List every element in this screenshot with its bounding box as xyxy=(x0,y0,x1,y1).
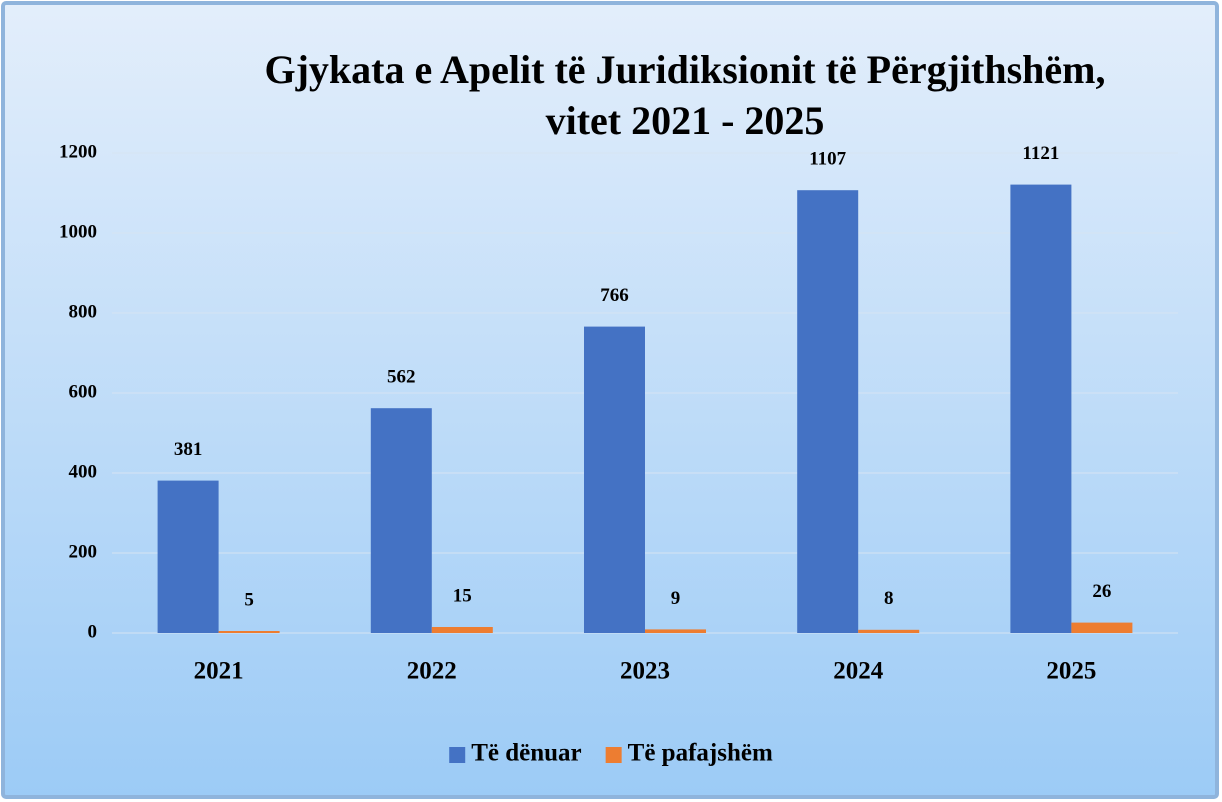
data-label: 15 xyxy=(453,585,472,606)
data-label: 1107 xyxy=(809,149,846,170)
y-tick-label: 200 xyxy=(69,541,98,562)
bar xyxy=(1010,184,1072,633)
data-label: 5 xyxy=(244,589,254,610)
y-tick-label: 1000 xyxy=(59,221,97,242)
x-tick-label: 2024 xyxy=(833,658,884,685)
bar xyxy=(858,629,920,633)
x-tick-label: 2021 xyxy=(194,658,244,685)
chart-title: vitet 2021 - 2025 xyxy=(546,98,825,143)
data-label: 9 xyxy=(671,588,681,609)
chart-title: Gjykata e Apelit të Juridiksionit të Për… xyxy=(264,47,1105,92)
data-label: 8 xyxy=(884,588,894,609)
bar xyxy=(797,190,859,633)
y-tick-label: 0 xyxy=(88,621,98,642)
y-tick-label: 1200 xyxy=(59,141,97,162)
data-label: 26 xyxy=(1092,581,1111,602)
legend-label: Të pafajshëm xyxy=(628,740,773,767)
bar xyxy=(218,631,280,633)
legend-swatch xyxy=(449,747,466,763)
data-label: 1121 xyxy=(1022,143,1059,164)
bar xyxy=(370,408,432,633)
y-tick-label: 600 xyxy=(69,381,98,402)
bar xyxy=(1071,622,1133,633)
y-tick-label: 400 xyxy=(69,461,98,482)
bar xyxy=(584,326,645,633)
x-tick-label: 2025 xyxy=(1046,658,1096,685)
bar xyxy=(157,480,219,633)
legend-swatch xyxy=(605,747,622,763)
bar xyxy=(431,627,493,633)
x-tick-label: 2022 xyxy=(407,658,457,685)
bar xyxy=(645,629,706,633)
data-label: 766 xyxy=(600,285,629,306)
data-label: 562 xyxy=(387,367,416,388)
data-label: 381 xyxy=(174,439,203,460)
y-tick-label: 800 xyxy=(69,301,98,322)
legend-label: Të dënuar xyxy=(471,740,581,767)
x-tick-label: 2023 xyxy=(620,658,670,685)
